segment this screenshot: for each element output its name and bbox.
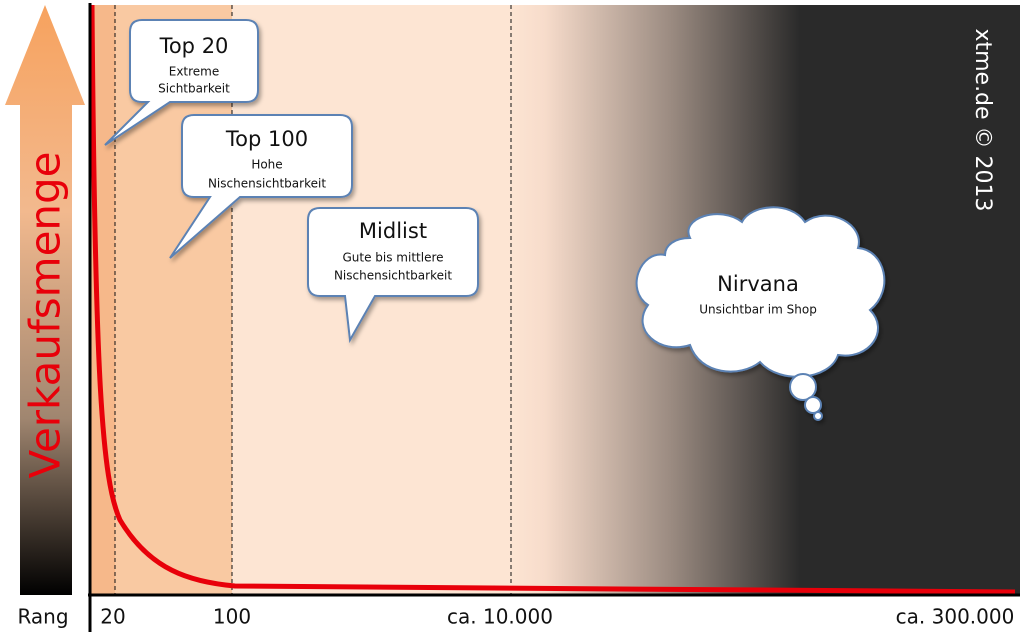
- x-axis-label: Rang: [17, 605, 68, 629]
- cloud: [635, 206, 886, 421]
- cloud-text: Unsichtbar im Shop: [699, 303, 817, 317]
- cloud-dot: [804, 396, 822, 414]
- x-tick-label: 100: [213, 605, 251, 629]
- callout: [169, 114, 353, 259]
- y-axis-label: Verkaufsmenge: [21, 151, 70, 478]
- callout: [104, 19, 259, 146]
- x-tick-label: 20: [100, 605, 125, 629]
- callout-text: Extreme: [169, 65, 220, 79]
- long-tail-curve: [89, 4, 1016, 595]
- credit: xtme.de © 2013: [970, 28, 995, 211]
- cloud-dot: [789, 373, 817, 401]
- callout-text: Nischensichtbarkeit: [208, 177, 326, 191]
- callout: [307, 207, 479, 344]
- cloud-shape: [635, 206, 886, 378]
- callout-title: Midlist: [359, 219, 427, 243]
- volume-arrow: [5, 5, 85, 595]
- x-tick-label: ca. 10.000: [447, 605, 553, 629]
- x-tick-label: ca. 300.000: [896, 605, 1015, 629]
- callout-text: Nischensichtbarkeit: [334, 269, 452, 283]
- cloud-dot: [813, 411, 823, 421]
- callout-text: Hohe: [251, 158, 282, 172]
- cloud-title: Nirvana: [717, 272, 799, 296]
- callout-title: Top 100: [225, 127, 308, 151]
- callout-text: Gute bis mittlere: [342, 251, 443, 265]
- callout-title: Top 20: [159, 34, 229, 58]
- callout-text: Sichtbarkeit: [158, 82, 230, 96]
